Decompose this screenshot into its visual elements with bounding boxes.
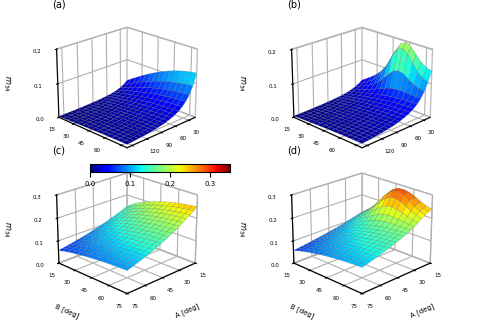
X-axis label: A [deg]: A [deg] [174, 157, 200, 173]
Y-axis label: B [deg]: B [deg] [54, 157, 80, 173]
X-axis label: A [deg]: A [deg] [409, 303, 435, 319]
Text: (d): (d) [287, 145, 300, 156]
Text: (b): (b) [287, 0, 301, 10]
Y-axis label: B [deg]: B [deg] [54, 303, 80, 319]
Y-axis label: B [deg]: B [deg] [289, 157, 315, 173]
X-axis label: A [deg]: A [deg] [174, 303, 200, 319]
Text: (c): (c) [52, 145, 65, 156]
X-axis label: A [deg]: A [deg] [409, 157, 435, 173]
Y-axis label: B [deg]: B [deg] [289, 303, 315, 319]
Text: (a): (a) [52, 0, 66, 10]
